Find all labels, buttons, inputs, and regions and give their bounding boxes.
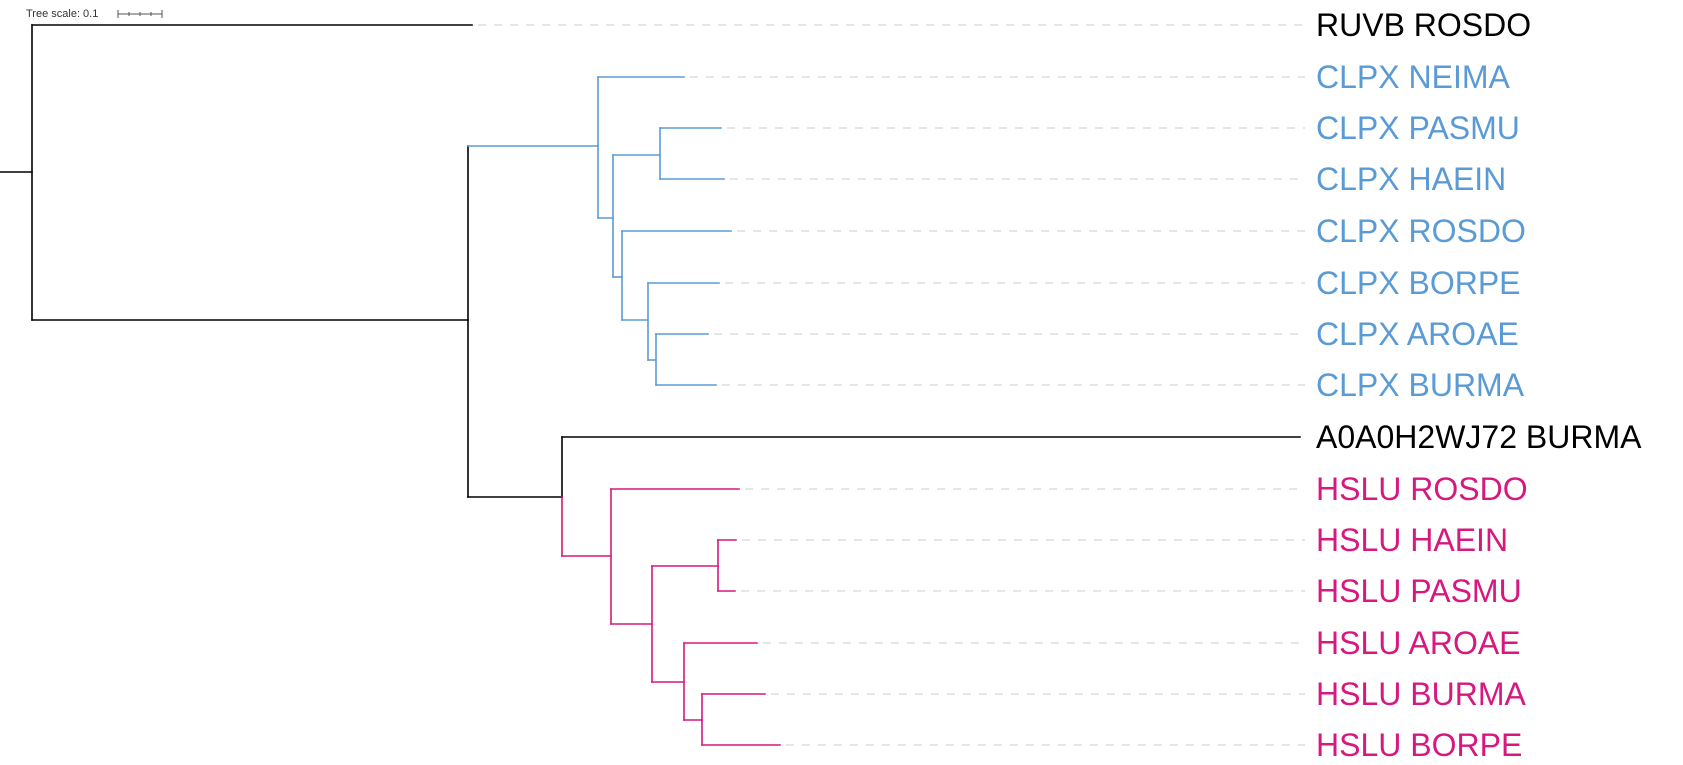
leaf-label: RUVB ROSDO — [1316, 7, 1531, 43]
tree-scale-label: Tree scale: 0.1 — [26, 8, 98, 20]
leaf-label: HSLU BORPE — [1316, 727, 1522, 763]
leaf-label: HSLU PASMU — [1316, 573, 1522, 609]
leaf-label: CLPX HAEIN — [1316, 161, 1506, 197]
tree-branches — [0, 24, 1301, 746]
leaf-label: HSLU ROSDO — [1316, 471, 1528, 507]
leaf-label: HSLU AROAE — [1316, 625, 1521, 661]
leaf-label: CLPX AROAE — [1316, 316, 1519, 352]
leaf-label: HSLU HAEIN — [1316, 522, 1508, 558]
leaf-label: CLPX NEIMA — [1316, 59, 1510, 95]
tree-scale: Tree scale: 0.1 — [26, 8, 163, 20]
leaf-labels: RUVB ROSDO CLPX NEIMA CLPX PASMU CLPX HAEIN… — [1316, 7, 1642, 763]
leaf-label: A0A0H2WJ72 BURMA — [1316, 419, 1642, 455]
leaf-label: CLPX BORPE — [1316, 265, 1521, 301]
leaf-label: CLPX ROSDO — [1316, 213, 1526, 249]
leaf-guide-lines — [478, 24, 1305, 746]
leaf-label: CLPX PASMU — [1316, 110, 1520, 146]
leaf-label: HSLU BURMA — [1316, 676, 1526, 712]
leaf-label: CLPX BURMA — [1316, 367, 1525, 403]
tree-scale-bar — [117, 10, 163, 18]
